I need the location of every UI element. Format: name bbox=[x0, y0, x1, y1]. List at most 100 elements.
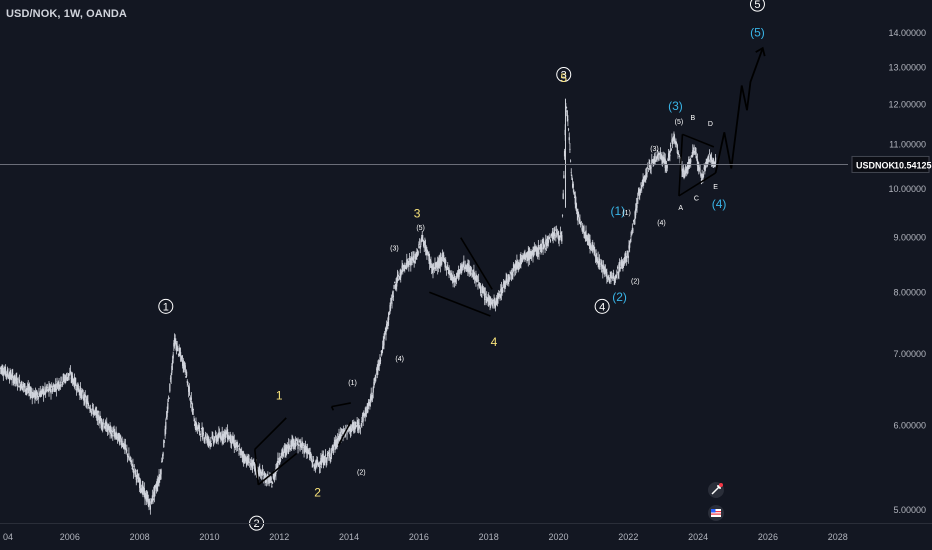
candle-body bbox=[151, 499, 153, 505]
candle-body bbox=[75, 382, 77, 386]
candle-body bbox=[506, 278, 508, 280]
candle-body bbox=[60, 376, 62, 382]
candle-body bbox=[48, 385, 50, 392]
candle-body bbox=[592, 246, 595, 251]
candle-body bbox=[193, 420, 195, 422]
x-tick-label: 2028 bbox=[828, 532, 848, 542]
candle-body bbox=[635, 202, 637, 211]
candle-body bbox=[614, 276, 616, 279]
candle-body bbox=[269, 477, 271, 481]
candle-body bbox=[236, 443, 238, 444]
candle-body bbox=[685, 169, 687, 173]
candle-body bbox=[363, 413, 366, 416]
candle-body bbox=[157, 480, 159, 487]
time-axis[interactable]: 04 2006 2008 2010 2012 2014 2016 2018 2020 2022 20… bbox=[0, 523, 932, 543]
candle-body bbox=[228, 434, 230, 439]
cyan-wave-label: (2) bbox=[612, 290, 627, 304]
candle-body bbox=[445, 260, 447, 264]
candle-body bbox=[267, 477, 270, 478]
candle-body bbox=[310, 457, 312, 460]
candle-body bbox=[218, 433, 221, 435]
candle-body bbox=[206, 435, 209, 443]
candle-body bbox=[316, 461, 318, 464]
candle-body bbox=[557, 231, 560, 240]
candle-body bbox=[110, 433, 113, 437]
candle-body bbox=[27, 385, 29, 391]
candle-body bbox=[673, 133, 675, 140]
candle-body bbox=[6, 374, 8, 375]
candle-body bbox=[325, 458, 327, 463]
candle-body bbox=[400, 272, 402, 278]
candle-body bbox=[471, 274, 473, 275]
candle-body bbox=[64, 377, 66, 379]
candle-body bbox=[91, 408, 93, 411]
candle-body bbox=[351, 424, 353, 432]
candle-body bbox=[551, 234, 553, 235]
candle-body bbox=[537, 245, 539, 253]
candle-body bbox=[149, 500, 151, 505]
circled-wave-label: 4 bbox=[599, 301, 605, 313]
candle-body bbox=[604, 267, 606, 274]
candle-body bbox=[81, 390, 84, 392]
candle-body bbox=[504, 285, 507, 287]
candle-body bbox=[145, 494, 147, 501]
candle-body bbox=[320, 457, 322, 465]
candle-body bbox=[619, 268, 621, 269]
candle-body bbox=[485, 298, 487, 303]
candle-body bbox=[482, 289, 484, 292]
candle-body bbox=[529, 253, 531, 259]
sub-wave-label: (4) bbox=[657, 220, 666, 227]
candle-body bbox=[50, 390, 52, 394]
candle-body bbox=[32, 392, 34, 398]
candle-body bbox=[283, 448, 285, 454]
candle-body bbox=[585, 230, 587, 239]
candle-body bbox=[77, 382, 79, 390]
candle-body bbox=[582, 226, 584, 228]
candle-body bbox=[376, 366, 378, 375]
candle-body bbox=[296, 438, 298, 440]
wedge-upper-line bbox=[254, 417, 287, 450]
candle-body bbox=[34, 394, 36, 399]
wave-labels-layer: 1 2 3 4 5 1 2 3 4 5 (1) (2) (3) (4) (5) (1) (2) (3) (4) (5)… bbox=[158, 0, 765, 531]
candle-body bbox=[691, 155, 693, 157]
candle-body bbox=[22, 385, 24, 387]
yellow-wave-label: 5 bbox=[560, 71, 567, 85]
candle-body bbox=[457, 270, 459, 278]
candle-body bbox=[255, 466, 257, 470]
candle-body bbox=[670, 148, 672, 151]
candle-body bbox=[296, 442, 298, 445]
candle-body bbox=[18, 385, 20, 388]
candle-body bbox=[406, 259, 408, 269]
yellow-wave-label: 4 bbox=[491, 335, 498, 349]
candle-body bbox=[137, 479, 139, 483]
candle-body bbox=[517, 267, 519, 268]
cyan-wave-label: (4) bbox=[712, 197, 727, 211]
candle-body bbox=[101, 420, 103, 428]
candle-body bbox=[110, 426, 112, 430]
sub-wave-label: (2) bbox=[357, 469, 366, 476]
event-icons[interactable] bbox=[708, 482, 724, 521]
candle-body bbox=[701, 173, 703, 178]
candle-body bbox=[108, 429, 110, 431]
candle-body bbox=[153, 487, 155, 497]
candle-body bbox=[77, 388, 80, 392]
candle-body bbox=[533, 248, 535, 251]
candle-body bbox=[276, 466, 278, 468]
candle-body bbox=[254, 464, 256, 471]
candle-body bbox=[247, 457, 249, 461]
candle-body bbox=[616, 267, 619, 269]
triangle-upper-line bbox=[460, 237, 493, 290]
candle-body bbox=[467, 263, 469, 273]
candle-body bbox=[85, 401, 88, 404]
candle-body bbox=[433, 267, 435, 270]
candle-body bbox=[196, 424, 198, 429]
news-flag-icon[interactable] bbox=[708, 482, 724, 498]
candle-body bbox=[375, 369, 378, 370]
candle-body bbox=[246, 455, 248, 465]
candle-body bbox=[429, 260, 431, 264]
us-flag-icon[interactable] bbox=[708, 505, 724, 521]
price-axis[interactable]: 5.00000 6.00000 7.00000 8.00000 9.00000 10.00… bbox=[888, 28, 926, 515]
candle-body bbox=[638, 189, 640, 194]
candle-body bbox=[672, 138, 674, 142]
